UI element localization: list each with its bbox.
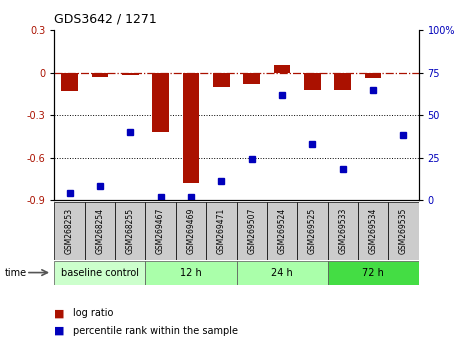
Text: time: time [5,268,27,278]
Bar [297,202,327,260]
Bar [236,261,327,285]
Text: ■: ■ [54,308,65,318]
Bar [334,73,351,90]
Bar [327,202,358,260]
Text: GSM268255: GSM268255 [126,208,135,254]
Bar [61,73,78,91]
Bar [327,261,419,285]
Bar [388,202,419,260]
Bar [85,202,115,260]
Bar [183,73,199,183]
Text: GSM269467: GSM269467 [156,208,165,254]
Bar [115,202,146,260]
Text: GSM269469: GSM269469 [186,208,195,254]
Text: GSM269525: GSM269525 [308,208,317,254]
Text: GSM268253: GSM268253 [65,208,74,254]
Bar [92,73,108,77]
Bar [122,73,139,75]
Bar [274,65,290,73]
Text: 72 h: 72 h [362,268,384,278]
Text: GSM269524: GSM269524 [278,208,287,254]
Bar [145,261,236,285]
Text: baseline control: baseline control [61,268,139,278]
Bar [358,202,388,260]
Text: GSM269507: GSM269507 [247,208,256,254]
Bar [243,73,260,84]
Bar [176,202,206,260]
Bar [152,73,169,132]
Text: 12 h: 12 h [180,268,202,278]
Bar [213,73,230,87]
Text: log ratio: log ratio [73,308,114,318]
Bar [145,202,176,260]
Text: GSM269534: GSM269534 [368,208,377,254]
Text: GSM269535: GSM269535 [399,208,408,254]
Text: percentile rank within the sample: percentile rank within the sample [73,326,238,336]
Text: GSM269533: GSM269533 [338,208,347,254]
Bar [236,202,267,260]
Text: GSM268254: GSM268254 [96,208,105,254]
Bar [54,261,146,285]
Text: ■: ■ [54,326,65,336]
Text: GDS3642 / 1271: GDS3642 / 1271 [54,12,157,25]
Text: GSM269471: GSM269471 [217,208,226,254]
Bar [304,73,321,90]
Text: 24 h: 24 h [271,268,293,278]
Bar [54,202,85,260]
Bar [206,202,236,260]
Bar [365,73,381,78]
Bar [267,202,297,260]
